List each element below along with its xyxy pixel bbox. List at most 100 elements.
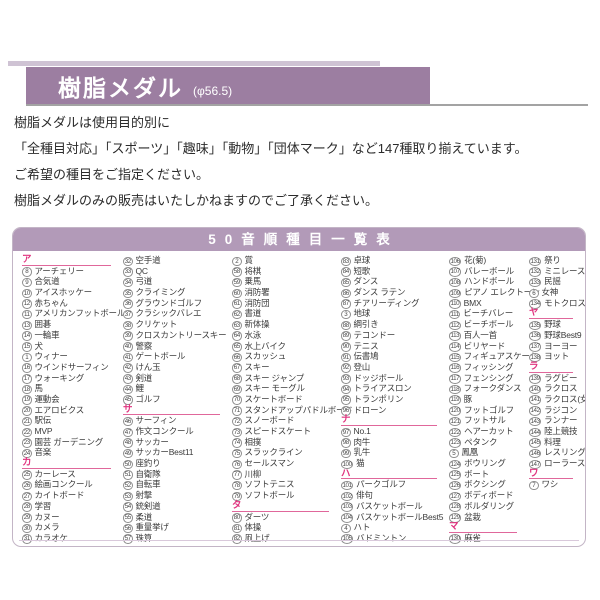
item-number-badge: 116 (449, 363, 461, 373)
item-number-badge: 67 (232, 363, 242, 373)
item-label: 馬 (34, 383, 44, 394)
item-label: 地球 (353, 308, 371, 319)
description-line: 樹脂メダルは使用目的別に (14, 115, 171, 130)
item-number-badge: 117 (449, 374, 461, 384)
item-number-badge: 6 (529, 288, 539, 299)
item-label: ビーチボール (463, 319, 514, 330)
item-label: ワシ (541, 479, 559, 490)
item-label: ビリヤード (463, 340, 506, 351)
item-number-badge: 106 (449, 256, 462, 266)
list-item: 119 豚 (449, 394, 529, 405)
item-number-badge: 113 (449, 331, 461, 341)
table-body: ア 8 アーチェリー 9 合気道 10 アイスホッケー 12 赤ちゃん 11 アメリカンフットボール… (13, 251, 586, 546)
item-label: カーレース (34, 468, 76, 479)
item-label: 伝書鳩 (353, 351, 379, 362)
item-label: ボルダリング (464, 500, 514, 511)
item-label: 百人一首 (463, 329, 497, 340)
description-line: ご希望の種目をご指定ください。 (14, 167, 210, 182)
item-label: ソフトボール (244, 490, 295, 501)
item-label: ランナー (544, 415, 578, 426)
item-label: ウインドサーフィン (34, 361, 109, 372)
list-item: 65 水上バイク (232, 341, 341, 352)
item-number-badge: 19 (22, 395, 32, 405)
item-number-badge: 100 (341, 459, 354, 470)
page-header: 樹脂メダル (φ56.5) (26, 67, 430, 105)
list-item: 48 サッカー (123, 437, 232, 448)
list-item: 139 ラグビー (529, 373, 585, 384)
item-label: ビーチバレー (463, 308, 514, 319)
list-item: 108 ハンドボール (449, 276, 529, 288)
item-label: スタンドアップパドルボード (244, 404, 353, 415)
item-label: アメリカンフットボール (34, 308, 126, 319)
list-item: 130麻雀 (449, 533, 529, 544)
item-label: 学習 (34, 500, 52, 511)
list-item: 98 肉牛 (341, 437, 449, 448)
item-label: ボクシング (464, 479, 506, 490)
list-item: 36 グラウンドゴルフ (123, 298, 232, 309)
list-item: 24 音楽 (22, 447, 123, 459)
list-item: 75 スラックライン (232, 447, 341, 459)
list-item: 93 ドッジボール (341, 373, 449, 384)
list-item: 34 弓道 (123, 276, 232, 288)
item-label: ヘアーカット (464, 426, 514, 436)
list-item: 94 トライアスロン (341, 383, 449, 395)
list-item: 52 自転車 (123, 479, 232, 491)
list-item: 31カラオケ (22, 533, 123, 544)
item-number-badge: 112 (449, 320, 461, 331)
list-item: 13 囲碁 (22, 319, 123, 331)
item-label: 水泳 (244, 329, 262, 340)
item-number-badge: 111 (449, 309, 461, 320)
list-item: 51 自衛隊 (123, 469, 232, 480)
page-title: 樹脂メダル (58, 75, 183, 101)
item-label: 女神 (541, 287, 559, 298)
description-line: 「全種目対応」「スポーツ」「趣味」「動物」「団体マーク」など147種取り揃えてい… (14, 141, 528, 156)
item-number-badge: 96 (341, 406, 351, 416)
item-number-badge: 22 (22, 427, 32, 437)
item-number-badge: 103 (341, 502, 354, 512)
item-number-badge: 142 (529, 406, 542, 416)
item-label: 珠算 (135, 532, 153, 543)
item-number-badge: 125 (449, 470, 462, 480)
list-item: 67 スキー (232, 362, 341, 373)
item-label: 銃剣道 (135, 500, 161, 511)
item-number-badge: 3 (341, 309, 351, 320)
item-number-badge: 55 (123, 513, 133, 523)
list-item: 42 けん玉 (123, 362, 232, 373)
item-label: 警察 (135, 340, 153, 351)
list-item: 12 赤ちゃん (22, 298, 123, 309)
list-item: 4 ハト (341, 522, 449, 534)
item-label: QC (135, 265, 149, 276)
item-label: 自転車 (135, 479, 161, 490)
item-label: スラックライン (244, 447, 303, 458)
item-label: 猫 (356, 458, 365, 469)
item-label: 射撃 (135, 490, 153, 501)
item-label: フットゴルフ (464, 404, 514, 415)
item-number-badge: 18 (22, 384, 32, 395)
item-label: ローラースケート (544, 458, 586, 469)
list-item: 80 ダーツ (232, 512, 341, 523)
item-label: スピードスケート (244, 426, 312, 436)
list-item: 53 射撃 (123, 490, 232, 502)
item-label: クライミング (135, 287, 186, 298)
item-number-badge: 74 (232, 438, 242, 448)
item-label: ラジコン (544, 404, 578, 415)
list-item: 96 ドローン (341, 405, 449, 416)
item-label: サッカーBest11 (135, 447, 194, 458)
item-number-badge: 65 (232, 342, 242, 352)
item-label: ヨット (544, 351, 570, 362)
item-label: クラシックバレエ (135, 308, 202, 319)
item-number-badge: 88 (341, 320, 351, 331)
list-item: 124 ボウリング (449, 458, 529, 470)
item-number-badge: 13 (22, 320, 32, 331)
list-item: 49 サッカーBest11 (123, 447, 232, 459)
item-label: 囲碁 (34, 319, 52, 330)
item-number-badge: 107 (449, 267, 462, 277)
item-label: No.1 (353, 426, 371, 436)
item-number-badge: 144 (529, 427, 542, 437)
item-number-badge: 46 (123, 416, 133, 427)
item-number-badge: 42 (123, 363, 133, 373)
list-item: 79 ソフトボール (232, 490, 341, 502)
item-label: カイトボード (34, 490, 85, 501)
item-label: 相撲 (244, 436, 262, 447)
list-item: 138 ヨット (529, 351, 585, 363)
